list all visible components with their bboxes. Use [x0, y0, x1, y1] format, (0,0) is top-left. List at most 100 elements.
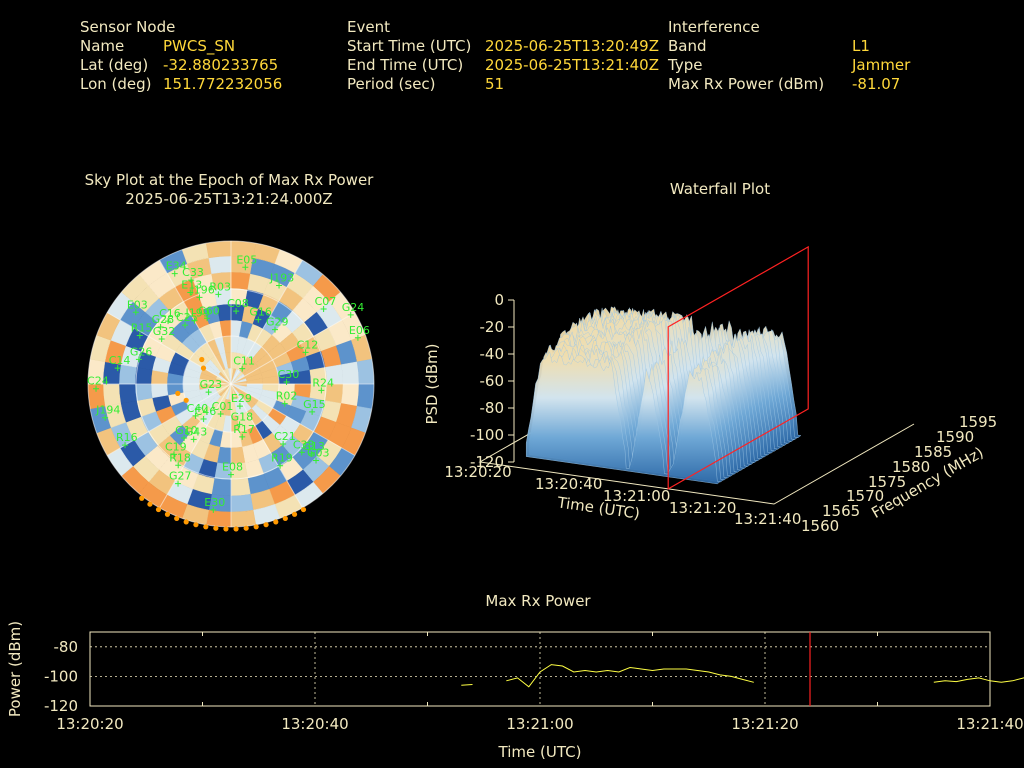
obstruction-marker — [193, 522, 199, 528]
satellite-label: G24 — [342, 301, 365, 314]
sky-plot-cell — [294, 259, 324, 287]
satellite-e05: E05 — [236, 253, 257, 271]
satellite-label: G32 — [153, 325, 176, 338]
event-period-label: Period (sec) — [347, 75, 436, 93]
satellite-g15: G15 — [303, 398, 326, 415]
power-chart-xtick-label: 13:21:20 — [731, 715, 798, 733]
waterfall-axes — [478, 299, 915, 505]
sky-plot-cell — [292, 322, 315, 345]
obstruction-marker — [155, 506, 162, 513]
satellite-label: E13 — [181, 279, 202, 292]
sky-plot-cell — [198, 378, 216, 385]
satellite-c01: C01 — [212, 400, 233, 418]
satellite-label: R17 — [233, 423, 255, 436]
satellite-marker — [135, 356, 142, 363]
sky-plot-cell — [170, 400, 190, 417]
sky-plot-cell — [255, 399, 273, 416]
satellite-label: C33 — [182, 266, 204, 279]
obstruction-marker — [233, 526, 239, 532]
satellite-marker — [188, 277, 195, 284]
sky-plot-cell — [186, 488, 212, 511]
sky-plot-cell — [216, 383, 232, 395]
sensor-node-info: Sensor Node Name PWCS_SN Lat (deg) -32.880… — [80, 18, 282, 94]
sky-plot-cell — [198, 425, 215, 445]
waterfall-time-axis-label: Time (UTC) — [555, 493, 641, 523]
sky-plot-cell — [341, 311, 367, 341]
sky-plot-cell — [243, 391, 259, 405]
obstruction-marker — [183, 397, 189, 403]
satellite-marker — [181, 434, 188, 441]
sky-plot-azimuth-line — [159, 383, 232, 509]
sky-plot-cell — [309, 367, 328, 385]
sky-plot-cell — [132, 285, 160, 313]
sky-plot-azimuth-line — [230, 383, 303, 509]
sky-plot-cell — [222, 383, 232, 400]
satellite-marker — [171, 270, 178, 277]
sky-plot-cell — [215, 375, 232, 385]
sky-plot-cell — [262, 383, 280, 393]
waterfall-freq-tick-label: 1565 — [822, 502, 860, 520]
sky-plot-cell — [230, 369, 242, 385]
sky-plot-cell — [211, 271, 232, 290]
sky-plot-cell — [230, 378, 248, 385]
satellite-marker — [318, 387, 325, 394]
waterfall-slice — [546, 329, 741, 473]
satellite-marker — [114, 365, 121, 372]
skyplot-title-text: Sky Plot at the Epoch of Max Rx Power — [84, 171, 374, 189]
sky-plot-cell — [189, 328, 208, 348]
sky-plot-cell — [189, 420, 208, 440]
sky-plot-cell — [262, 375, 280, 385]
sky-plot-cell — [254, 420, 273, 440]
satellite-label: R18 — [169, 451, 191, 464]
satellite-label: E29 — [231, 392, 252, 405]
sky-plot-cell — [219, 319, 232, 337]
sky-plot-cell — [133, 311, 158, 337]
sky-plot-cell — [270, 445, 293, 468]
satellite-label: C46 — [195, 405, 217, 418]
sky-plot-cell — [304, 311, 329, 337]
sky-plot-cell — [282, 435, 305, 458]
sky-plot-cell — [230, 367, 235, 385]
sky-plot-cell — [181, 504, 210, 527]
satellite-label: C14 — [109, 354, 131, 367]
satellite-marker — [205, 389, 212, 396]
sky-plot-cell — [227, 383, 232, 401]
sky-plot-elevation-ring — [135, 288, 327, 480]
sky-plot-cell — [247, 473, 270, 495]
satellite-marker — [236, 421, 243, 428]
sky-plot-cell — [206, 338, 221, 357]
sky-plot-cell — [185, 359, 204, 374]
satellite-label: R16 — [116, 431, 138, 444]
sky-plot-cell — [278, 286, 304, 311]
satellite-label: R15 — [131, 322, 153, 335]
satellite-e30: E30 — [204, 496, 225, 513]
sky-plot-cell — [351, 405, 374, 434]
satellite-marker — [280, 440, 287, 447]
power-chart-ytick-label: -100 — [44, 667, 78, 685]
satellite-label: G43 — [185, 425, 208, 438]
sky-plot-cell — [147, 423, 170, 446]
sky-plot-cell — [198, 323, 215, 343]
satellite-label: C16 — [159, 307, 181, 320]
sky-plot-cell — [230, 494, 254, 513]
sky-plot-cell — [203, 304, 221, 325]
interference-band-value: L1 — [852, 37, 870, 55]
sky-plot-cell — [203, 391, 219, 405]
sky-plot-cell — [241, 304, 259, 325]
sky-plot-cell — [230, 368, 240, 385]
sky-plot-cell — [181, 414, 201, 434]
waterfall-slice — [539, 337, 735, 477]
waterfall-slice — [556, 320, 751, 467]
sky-plot-cell — [313, 416, 337, 441]
sky-plot-cell — [258, 359, 277, 374]
sky-plot-cell — [214, 287, 232, 306]
waterfall-slice — [579, 308, 775, 454]
satellite-marker — [192, 412, 199, 419]
waterfall-slice — [542, 333, 738, 475]
sky-plot-cell — [239, 428, 254, 448]
sky-plot-cell — [282, 310, 305, 333]
sky-plot-cell — [270, 300, 293, 323]
waterfall-title: Waterfall Plot — [669, 180, 771, 198]
waterfall-time-tick-label: 13:21:40 — [734, 510, 801, 528]
